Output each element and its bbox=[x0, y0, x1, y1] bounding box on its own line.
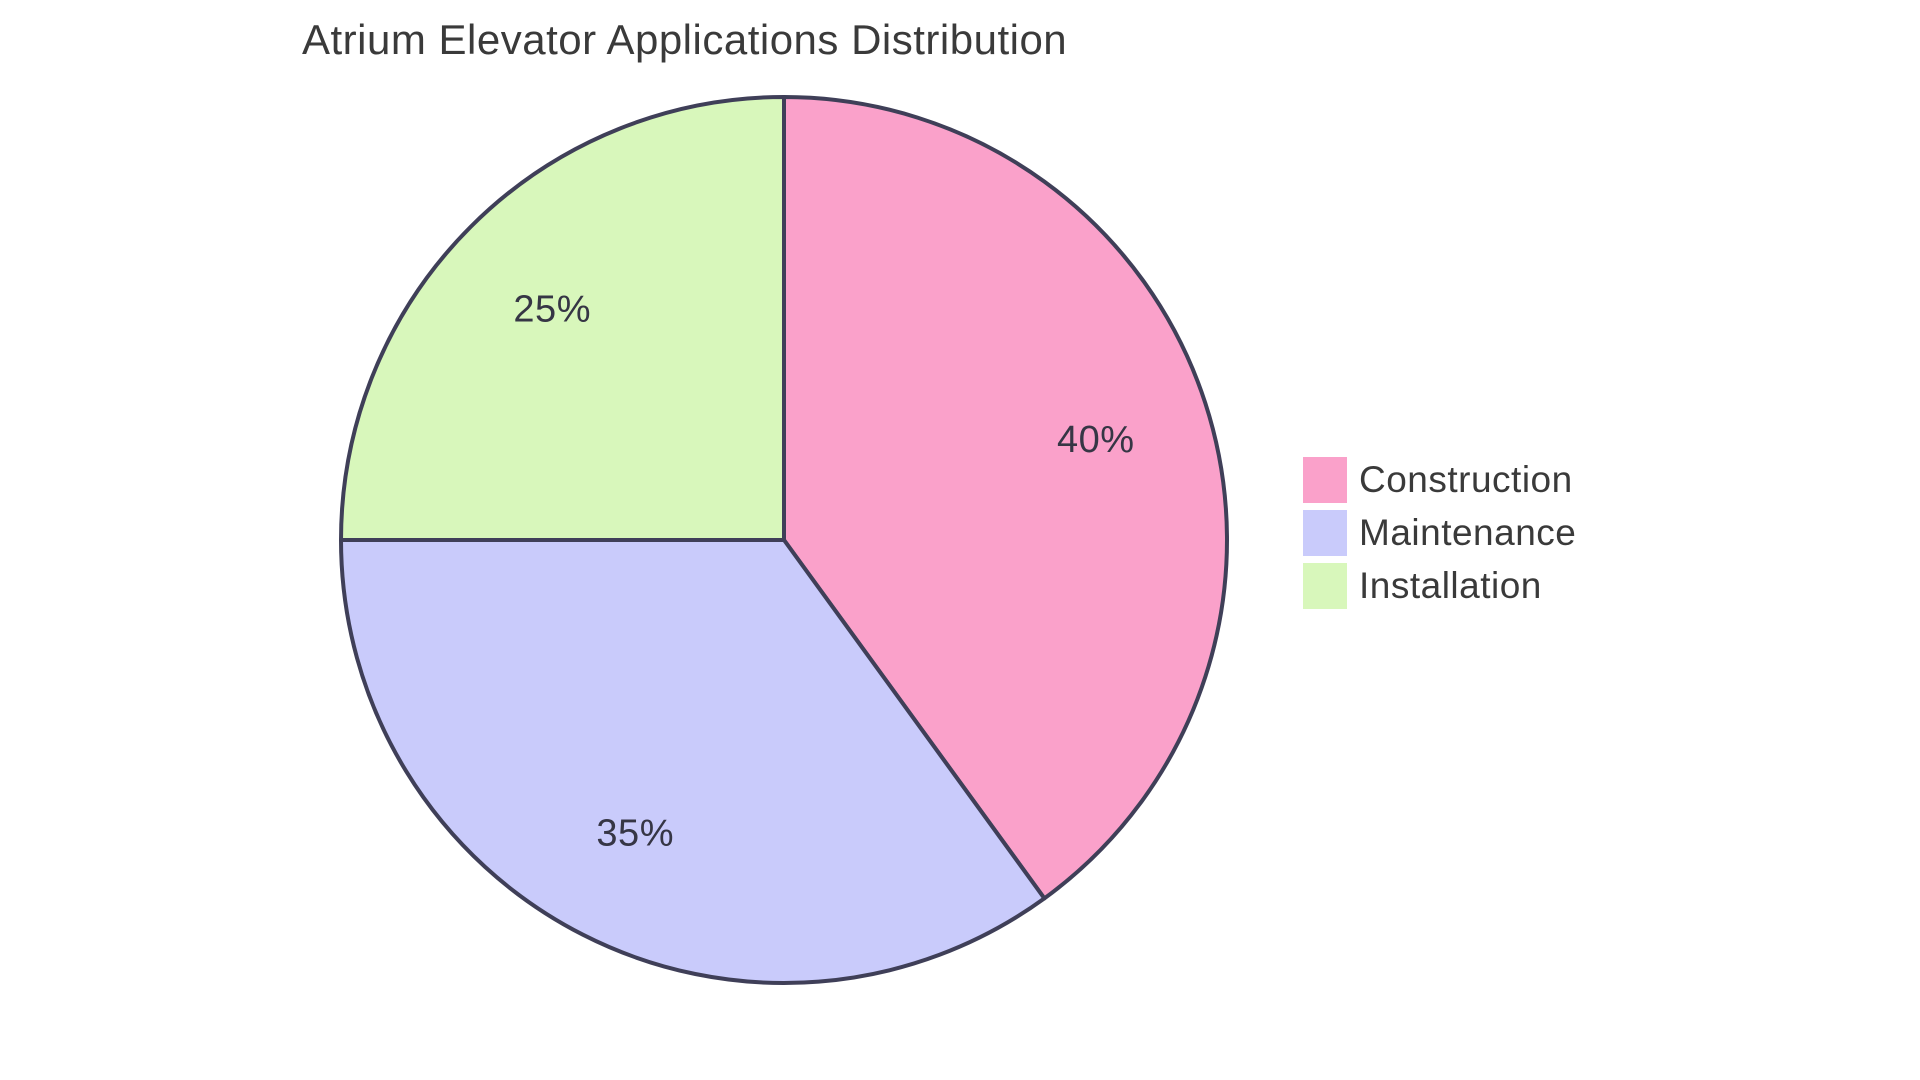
pie-percent-label-maintenance: 35% bbox=[596, 812, 674, 854]
pie-slice-maintenance bbox=[339, 538, 1047, 985]
legend-label-installation: Installation bbox=[1359, 565, 1542, 606]
legend-item-construction: Construction bbox=[1303, 457, 1576, 503]
legend-swatch-maintenance bbox=[1303, 510, 1347, 556]
legend-item-maintenance: Maintenance bbox=[1303, 510, 1576, 556]
pie-slice-installation bbox=[339, 95, 786, 542]
pie-percent-label-construction: 40% bbox=[1057, 419, 1135, 461]
legend-label-construction: Construction bbox=[1359, 459, 1573, 500]
pie-percent-label-installation: 25% bbox=[513, 289, 591, 331]
legend-swatch-installation bbox=[1303, 563, 1347, 609]
pie-slice-construction bbox=[782, 95, 1229, 901]
legend-swatch-construction bbox=[1303, 457, 1347, 503]
legend-item-installation: Installation bbox=[1303, 563, 1576, 609]
legend-label-maintenance: Maintenance bbox=[1359, 512, 1577, 553]
pie-chart: 40% 35% 25% bbox=[339, 95, 1229, 985]
chart-title: Atrium Elevator Applications Distributio… bbox=[302, 16, 1068, 63]
legend: Construction Maintenance Installation bbox=[1303, 457, 1576, 616]
